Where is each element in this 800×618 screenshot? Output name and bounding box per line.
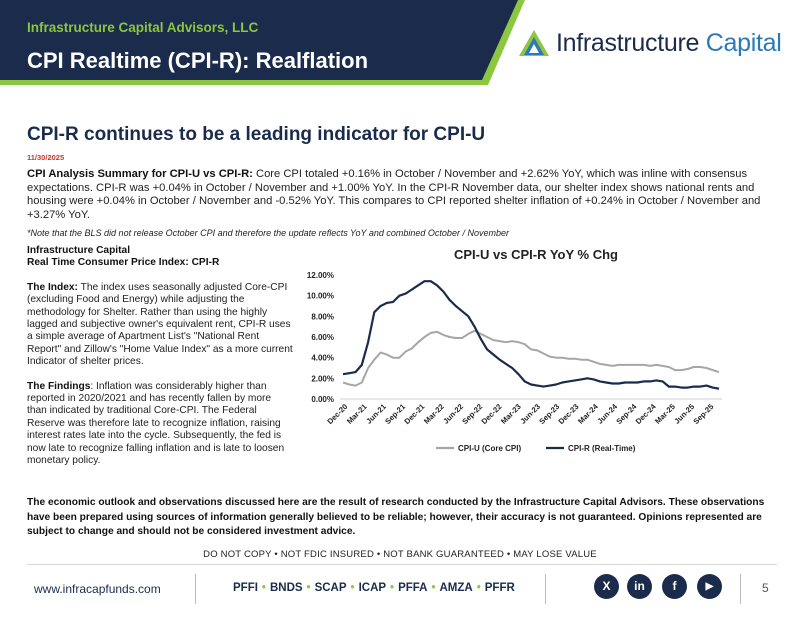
legend-label: CPI-R (Real-Time) (568, 444, 636, 453)
header-shape (0, 0, 525, 85)
x-tick-label: Sep-22 (460, 402, 484, 426)
y-tick-label: 6.00% (311, 333, 334, 342)
findings-paragraph: The Findings: Inflation was considerably… (27, 380, 285, 467)
y-tick-label: 0.00% (311, 395, 334, 404)
x-tick-label: Mar-25 (653, 402, 677, 426)
series-line-cpi-u (342, 329, 720, 387)
y-tick-label: 4.00% (311, 354, 334, 363)
y-tick-label: 10.00% (307, 292, 334, 301)
summary-lead: CPI Analysis Summary for CPI-U vs CPI-R: (27, 168, 253, 180)
summary-note: *Note that the BLS did not release Octob… (27, 228, 509, 238)
footer-separator (545, 574, 546, 604)
firm-name: Infrastructure Capital Advisors, LLC (27, 20, 259, 35)
x-tick-label: Dec-22 (480, 402, 504, 426)
page-title: CPI Realtime (CPI-R): Realflation (27, 48, 369, 73)
index-paragraph: The Index: The index uses seasonally adj… (27, 281, 293, 368)
ticker-separator: • (390, 582, 395, 594)
company-logo[interactable]: Infrastructure Capital (518, 28, 782, 58)
website-link[interactable]: www.infracapfunds.com (34, 582, 161, 596)
footer-separator (740, 574, 741, 604)
y-tick-label: 12.00% (307, 271, 334, 280)
ticker-list: PFFI • BNDS • SCAP • ICAP • PFFA • AMZA • PFFR (233, 582, 515, 594)
ticker-separator: • (306, 582, 311, 594)
summary-body: Core CPI totaled +0.16% in October / Nov… (27, 168, 761, 221)
index-heading-2: Real Time Consumer Price Index: CPI-R (27, 257, 220, 269)
ticker-separator: • (476, 582, 481, 594)
cpi-chart: CPI-U vs CPI-R YoY % Chg 0.00% 2.00% 4.00%… (296, 243, 776, 463)
footer-separator (195, 574, 196, 604)
linkedin-icon[interactable]: in (627, 574, 652, 599)
chart-canvas: 0.00% 2.00% 4.00% 6.00% 8.00% 10.00% 12.00% Dec… (307, 271, 722, 453)
x-tick-label: Dec-20 (325, 402, 349, 426)
ticker-separator: • (350, 582, 355, 594)
x-tick-label: Dec-21 (402, 402, 427, 427)
youtube-icon[interactable]: ▶ (697, 574, 722, 599)
x-icon[interactable]: X (594, 574, 619, 599)
chart-title: CPI-U vs CPI-R YoY % Chg (454, 247, 618, 262)
x-tick-label: Dec-23 (557, 402, 581, 426)
page-number: 5 (762, 581, 769, 595)
x-tick-label: Mar-23 (499, 402, 523, 426)
disclaimer: The economic outlook and observations di… (27, 497, 765, 538)
ticker-bnds[interactable]: BNDS (269, 582, 303, 594)
y-tick-label: 2.00% (311, 374, 334, 383)
ticker-pffr[interactable]: PFFR (484, 582, 515, 594)
logo-text: Infrastructure Capital (556, 28, 782, 57)
x-tick-label: Mar-22 (422, 402, 446, 426)
ticker-separator: • (261, 582, 266, 594)
ticker-separator: • (431, 582, 436, 594)
ticker-icap[interactable]: ICAP (358, 582, 387, 594)
series-line-cpi-r (342, 280, 720, 390)
x-tick-label: Sep-25 (691, 402, 716, 427)
legend-label: CPI-U (Core CPI) (458, 444, 521, 453)
fdic-notice: DO NOT COPY • NOT FDIC INSURED • NOT BAN… (203, 549, 597, 560)
footer-divider (27, 564, 777, 565)
header-banner: Infrastructure Capital Advisors, LLC CPI… (0, 0, 800, 95)
section-heading: CPI-R continues to be a leading indicato… (27, 124, 486, 145)
index-description: Infrastructure Capital Real Time Consume… (27, 245, 293, 468)
ticker-pffi[interactable]: PFFI (233, 582, 258, 594)
ticker-pffa[interactable]: PFFA (398, 582, 428, 594)
x-tick-label: Sep-23 (537, 402, 561, 426)
facebook-icon[interactable]: f (662, 574, 687, 599)
report-date: 11/30/2025 (27, 153, 65, 162)
triangle-logo-icon (519, 30, 549, 56)
index-heading-1: Infrastructure Capital (27, 245, 131, 256)
ticker-amza[interactable]: AMZA (439, 582, 473, 594)
ticker-scap[interactable]: SCAP (314, 582, 347, 594)
y-tick-label: 8.00% (311, 312, 334, 321)
analysis-summary: CPI Analysis Summary for CPI-U vs CPI-R:… (27, 168, 772, 222)
x-tick-label: Dec-24 (634, 402, 659, 427)
